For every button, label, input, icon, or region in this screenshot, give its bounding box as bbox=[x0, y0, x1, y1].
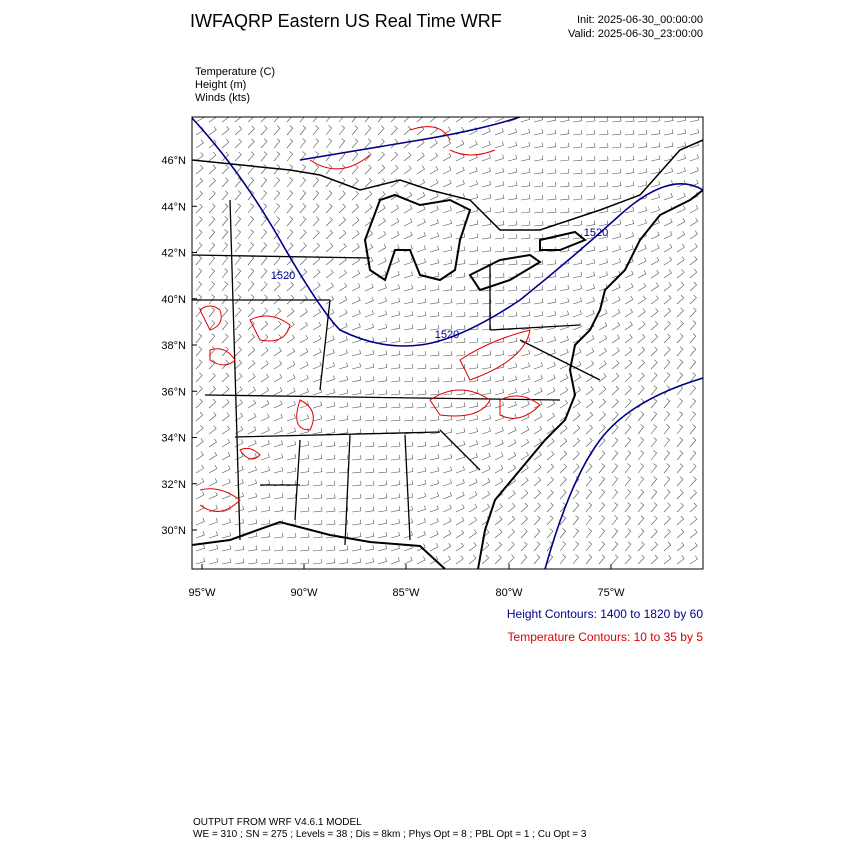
init-time: Init: 2025-06-30_00:00:00 bbox=[577, 14, 703, 26]
lat-label: 40°N bbox=[161, 294, 186, 306]
lat-label: 30°N bbox=[161, 525, 186, 537]
field-label: Temperature (C) bbox=[195, 66, 275, 78]
lat-label: 44°N bbox=[161, 201, 186, 213]
footer-line: OUTPUT FROM WRF V4.6.1 MODEL bbox=[193, 817, 362, 828]
valid-time: Valid: 2025-06-30_23:00:00 bbox=[568, 28, 703, 40]
lake bbox=[468, 253, 542, 292]
map-frame bbox=[191, 116, 704, 570]
height-legend: Height Contours: 1400 to 1820 by 60 bbox=[507, 607, 703, 621]
lon-label: 85°W bbox=[392, 587, 420, 599]
coastline bbox=[477, 189, 703, 569]
lon-label: 80°W bbox=[495, 587, 523, 599]
title: IWFAQRP Eastern US Real Time WRF bbox=[190, 11, 502, 31]
temperature-legend: Temperature Contours: 10 to 35 by 5 bbox=[508, 630, 704, 644]
height-contour bbox=[192, 117, 703, 347]
contour-label: 1520 bbox=[435, 329, 459, 341]
lon-label: 95°W bbox=[188, 587, 216, 599]
contour-label: 1520 bbox=[584, 227, 608, 239]
field-label: Winds (kts) bbox=[195, 92, 250, 104]
coastline bbox=[192, 520, 446, 569]
lat-label: 32°N bbox=[161, 479, 186, 491]
height-contour bbox=[544, 377, 703, 569]
lat-label: 46°N bbox=[161, 155, 186, 167]
state-border bbox=[192, 199, 601, 546]
lat-label: 36°N bbox=[161, 386, 186, 398]
lat-label: 34°N bbox=[161, 433, 186, 445]
lat-label: 38°N bbox=[161, 340, 186, 352]
lake bbox=[539, 230, 587, 251]
field-label: Height (m) bbox=[195, 79, 246, 91]
map-lines bbox=[192, 117, 703, 569]
lake bbox=[363, 193, 472, 282]
border bbox=[192, 139, 703, 231]
contour-label: 1520 bbox=[271, 270, 295, 282]
height-contour bbox=[299, 117, 521, 161]
temperature-contour bbox=[199, 126, 541, 512]
lon-label: 75°W bbox=[597, 587, 625, 599]
footer-line: WE = 310 ; SN = 275 ; Levels = 38 ; Dis … bbox=[193, 829, 587, 840]
lon-label: 90°W bbox=[290, 587, 318, 599]
map-labels: 95°W 90°W 85°W 80°W 75°W 46°N 44°N 42°N 40°N 38°N… bbox=[161, 155, 625, 599]
lat-label: 42°N bbox=[161, 248, 186, 260]
